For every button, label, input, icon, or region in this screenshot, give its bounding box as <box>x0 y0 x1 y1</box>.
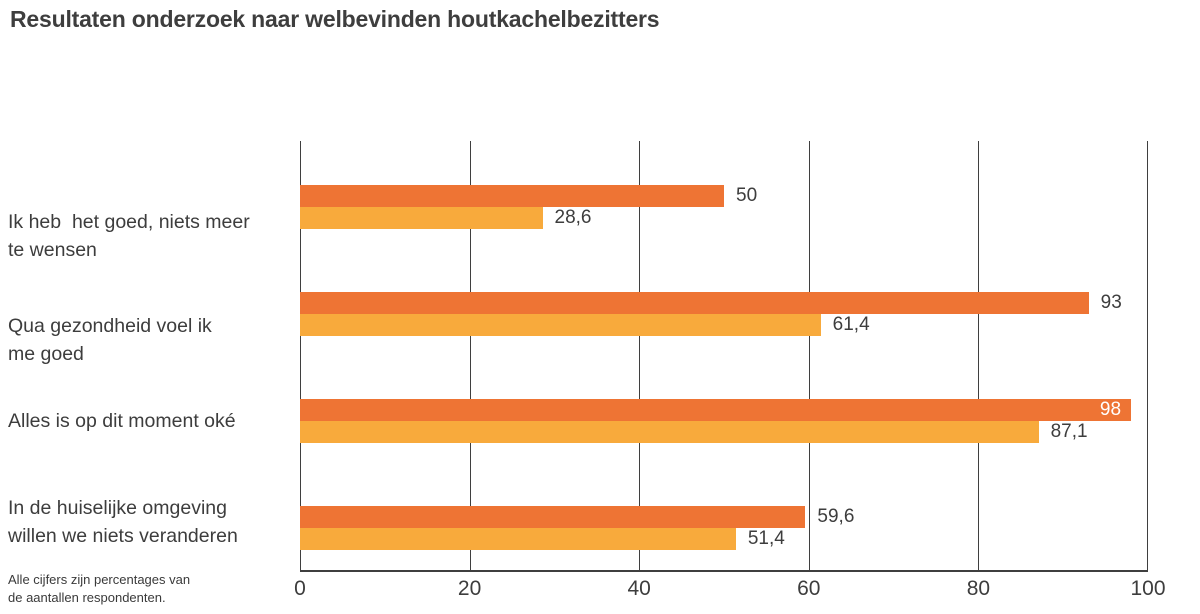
bar-series-1-dark-orange <box>300 506 806 528</box>
bar-series-1-dark-orange <box>300 399 1132 421</box>
chart-title: Resultaten onderzoek naar welbevinden ho… <box>10 6 660 32</box>
gridline <box>978 141 980 572</box>
footnote: Alle cijfers zijn percentages van de aan… <box>8 572 191 605</box>
x-tick-label: 100 <box>1130 577 1166 600</box>
bar-value-label: 59,6 <box>817 506 855 527</box>
bar-series-1-dark-orange <box>300 185 724 207</box>
bar-value-label: 98 <box>1099 399 1122 420</box>
bar-value-label: 61,4 <box>832 314 870 335</box>
x-tick-label: 40 <box>627 577 651 600</box>
bar-value-label: 51,4 <box>747 528 785 549</box>
bar-series-2-light-orange <box>300 421 1039 443</box>
bar-value-label: 87,1 <box>1050 421 1088 442</box>
x-tick-label: 20 <box>457 577 482 600</box>
gridline <box>469 141 471 572</box>
bar-series-2-light-orange <box>300 314 821 336</box>
bar-series-2-light-orange <box>300 528 736 550</box>
x-tick-label: 60 <box>797 577 821 600</box>
category-label: Qua gezondheid voel ik me goed <box>8 315 212 365</box>
x-tick-label: 0 <box>294 577 306 600</box>
bar-series-2-light-orange <box>300 207 543 229</box>
category-label: Ik heb het goed, niets meer te wensen <box>8 211 250 261</box>
bar-series-1-dark-orange <box>300 292 1089 314</box>
category-label: In de huiselijke omgeving willen we niet… <box>8 497 238 547</box>
x-axis-line <box>300 570 1148 572</box>
bar-value-label: 93 <box>1100 292 1122 313</box>
category-label: Alles is op dit moment oké <box>8 410 236 432</box>
bar-value-label: 50 <box>736 185 758 206</box>
plot-area: 0 20 40 60 80 100 50 28,6 93 61,4 98 87,1 59,6 51,4 <box>294 141 1166 600</box>
gridline <box>300 141 301 572</box>
gridline <box>1147 141 1148 572</box>
bar-value-label: 28,6 <box>554 207 592 228</box>
x-tick-label: 80 <box>966 577 991 600</box>
gridline <box>639 141 641 572</box>
gridline <box>808 141 810 572</box>
